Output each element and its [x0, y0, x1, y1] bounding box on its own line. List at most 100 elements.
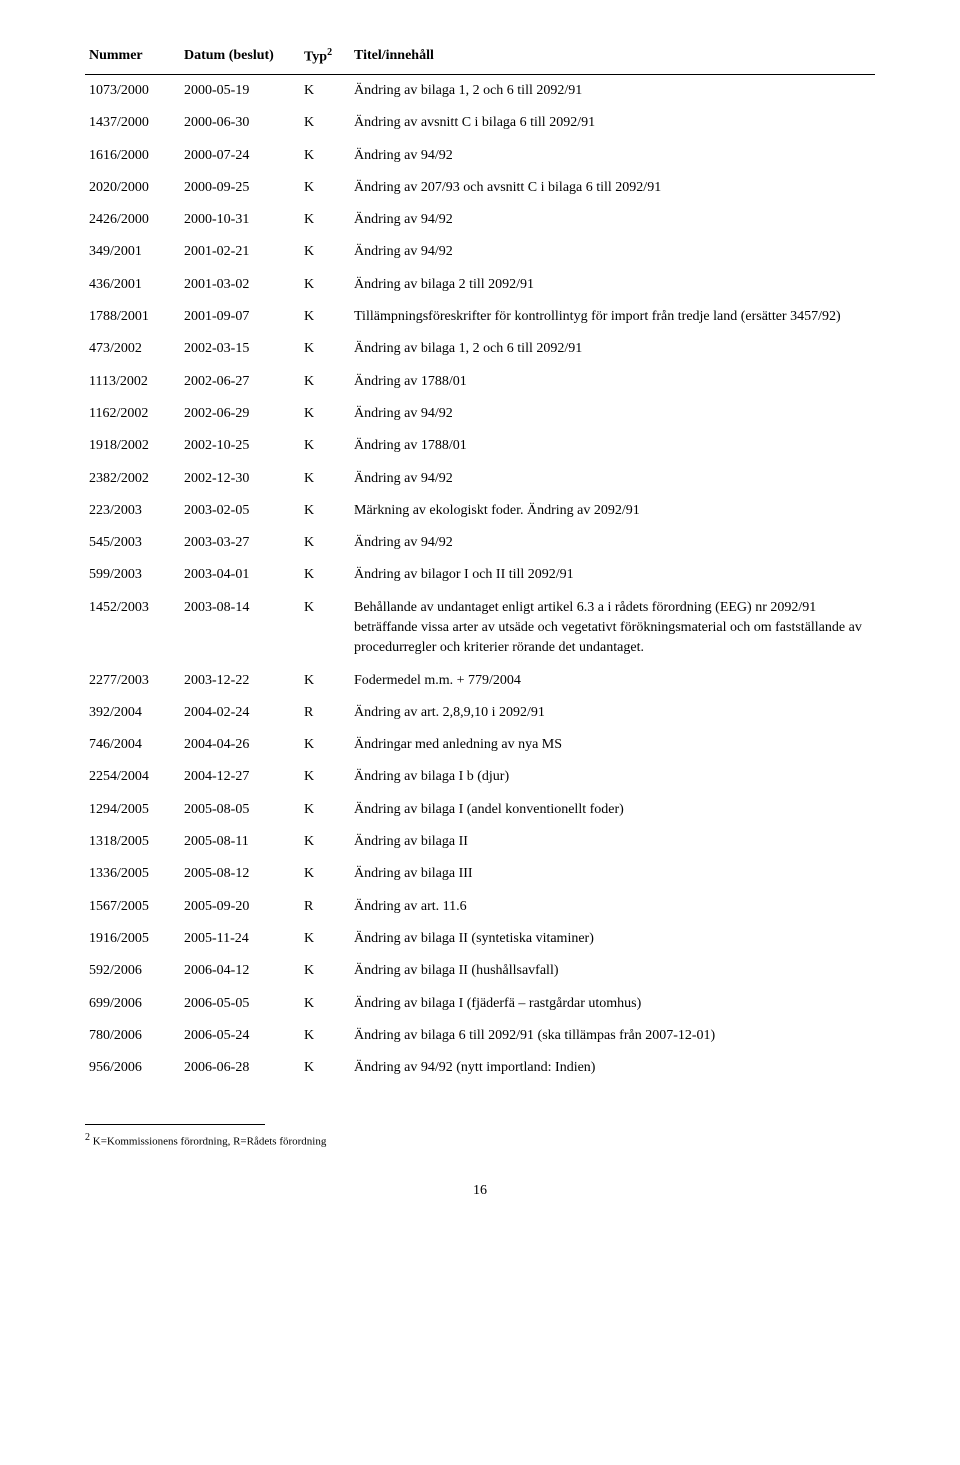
cell-nummer: 1336/2005 — [85, 858, 180, 890]
cell-nummer: 349/2001 — [85, 236, 180, 268]
cell-titel: Behållande av undantaget enligt artikel … — [350, 592, 875, 665]
cell-nummer: 1113/2002 — [85, 366, 180, 398]
cell-nummer: 1916/2005 — [85, 923, 180, 955]
cell-datum: 2002-12-30 — [180, 463, 300, 495]
footnote-text: 2 K=Kommissionens förordning, R=Rådets f… — [85, 1131, 875, 1151]
table-row: 2382/20022002-12-30KÄndring av 94/92 — [85, 463, 875, 495]
cell-nummer: 1073/2000 — [85, 74, 180, 107]
cell-titel: Ändring av 94/92 — [350, 236, 875, 268]
table-row: 1318/20052005-08-11KÄndring av bilaga II — [85, 826, 875, 858]
cell-titel: Ändring av bilaga I b (djur) — [350, 761, 875, 793]
cell-datum: 2005-11-24 — [180, 923, 300, 955]
cell-typ: K — [300, 988, 350, 1020]
cell-datum: 2002-03-15 — [180, 333, 300, 365]
cell-datum: 2000-06-30 — [180, 107, 300, 139]
cell-typ: K — [300, 398, 350, 430]
cell-typ: K — [300, 463, 350, 495]
cell-typ: K — [300, 301, 350, 333]
table-row: 599/20032003-04-01KÄndring av bilagor I … — [85, 559, 875, 591]
cell-titel: Fodermedel m.m. + 779/2004 — [350, 665, 875, 697]
header-nummer: Nummer — [85, 40, 180, 74]
cell-nummer: 699/2006 — [85, 988, 180, 1020]
table-row: 473/20022002-03-15KÄndring av bilaga 1, … — [85, 333, 875, 365]
cell-datum: 2006-05-24 — [180, 1020, 300, 1052]
cell-nummer: 473/2002 — [85, 333, 180, 365]
cell-nummer: 956/2006 — [85, 1052, 180, 1084]
cell-typ: K — [300, 955, 350, 987]
cell-typ: K — [300, 430, 350, 462]
cell-datum: 2002-10-25 — [180, 430, 300, 462]
cell-nummer: 223/2003 — [85, 495, 180, 527]
table-row: 1437/20002000-06-30KÄndring av avsnitt C… — [85, 107, 875, 139]
cell-datum: 2006-05-05 — [180, 988, 300, 1020]
table-row: 1616/20002000-07-24KÄndring av 94/92 — [85, 140, 875, 172]
cell-typ: K — [300, 172, 350, 204]
table-row: 1073/20002000-05-19KÄndring av bilaga 1,… — [85, 74, 875, 107]
table-row: 1788/20012001-09-07KTillämpningsföreskri… — [85, 301, 875, 333]
cell-nummer: 2382/2002 — [85, 463, 180, 495]
cell-datum: 2000-10-31 — [180, 204, 300, 236]
cell-datum: 2003-02-05 — [180, 495, 300, 527]
cell-titel: Ändring av bilaga II (hushållsavfall) — [350, 955, 875, 987]
cell-titel: Ändring av 94/92 — [350, 140, 875, 172]
cell-typ: K — [300, 140, 350, 172]
table-row: 1567/20052005-09-20RÄndring av art. 11.6 — [85, 891, 875, 923]
cell-datum: 2005-08-12 — [180, 858, 300, 890]
cell-titel: Ändringar med anledning av nya MS — [350, 729, 875, 761]
cell-typ: K — [300, 527, 350, 559]
cell-typ: K — [300, 665, 350, 697]
cell-nummer: 1567/2005 — [85, 891, 180, 923]
header-typ-super: 2 — [327, 47, 332, 58]
table-row: 1916/20052005-11-24KÄndring av bilaga II… — [85, 923, 875, 955]
cell-nummer: 1294/2005 — [85, 794, 180, 826]
cell-nummer: 436/2001 — [85, 269, 180, 301]
cell-nummer: 1437/2000 — [85, 107, 180, 139]
cell-datum: 2003-03-27 — [180, 527, 300, 559]
cell-typ: K — [300, 794, 350, 826]
table-row: 1113/20022002-06-27KÄndring av 1788/01 — [85, 366, 875, 398]
cell-nummer: 1162/2002 — [85, 398, 180, 430]
cell-typ: K — [300, 204, 350, 236]
cell-nummer: 545/2003 — [85, 527, 180, 559]
cell-typ: K — [300, 923, 350, 955]
cell-titel: Ändring av 94/92 — [350, 527, 875, 559]
cell-datum: 2001-02-21 — [180, 236, 300, 268]
cell-titel: Ändring av bilaga 6 till 2092/91 (ska ti… — [350, 1020, 875, 1052]
cell-typ: K — [300, 366, 350, 398]
cell-titel: Ändring av art. 2,8,9,10 i 2092/91 — [350, 697, 875, 729]
table-row: 1452/20032003-08-14KBehållande av undant… — [85, 592, 875, 665]
cell-typ: K — [300, 1052, 350, 1084]
cell-titel: Ändring av 94/92 — [350, 204, 875, 236]
cell-nummer: 1452/2003 — [85, 592, 180, 665]
table-row: 436/20012001-03-02KÄndring av bilaga 2 t… — [85, 269, 875, 301]
cell-datum: 2006-06-28 — [180, 1052, 300, 1084]
cell-typ: K — [300, 333, 350, 365]
cell-titel: Ändring av bilaga III — [350, 858, 875, 890]
cell-typ: K — [300, 761, 350, 793]
cell-titel: Ändring av 1788/01 — [350, 366, 875, 398]
table-row: 223/20032003-02-05KMärkning av ekologisk… — [85, 495, 875, 527]
cell-titel: Ändring av avsnitt C i bilaga 6 till 209… — [350, 107, 875, 139]
table-header-row: Nummer Datum (beslut) Typ2 Titel/innehål… — [85, 40, 875, 74]
cell-nummer: 392/2004 — [85, 697, 180, 729]
cell-titel: Ändring av bilaga 1, 2 och 6 till 2092/9… — [350, 74, 875, 107]
table-row: 746/20042004-04-26KÄndringar med anledni… — [85, 729, 875, 761]
cell-typ: K — [300, 236, 350, 268]
table-row: 1162/20022002-06-29KÄndring av 94/92 — [85, 398, 875, 430]
cell-nummer: 2426/2000 — [85, 204, 180, 236]
cell-titel: Ändring av 94/92 (nytt importland: Indie… — [350, 1052, 875, 1084]
cell-datum: 2005-09-20 — [180, 891, 300, 923]
cell-titel: Ändring av bilaga 1, 2 och 6 till 2092/9… — [350, 333, 875, 365]
cell-nummer: 2254/2004 — [85, 761, 180, 793]
cell-typ: K — [300, 74, 350, 107]
cell-nummer: 2020/2000 — [85, 172, 180, 204]
cell-datum: 2000-05-19 — [180, 74, 300, 107]
table-row: 349/20012001-02-21KÄndring av 94/92 — [85, 236, 875, 268]
cell-nummer: 780/2006 — [85, 1020, 180, 1052]
cell-typ: K — [300, 495, 350, 527]
cell-typ: K — [300, 559, 350, 591]
table-row: 699/20062006-05-05KÄndring av bilaga I (… — [85, 988, 875, 1020]
header-datum: Datum (beslut) — [180, 40, 300, 74]
cell-nummer: 1616/2000 — [85, 140, 180, 172]
table-row: 956/20062006-06-28KÄndring av 94/92 (nyt… — [85, 1052, 875, 1084]
